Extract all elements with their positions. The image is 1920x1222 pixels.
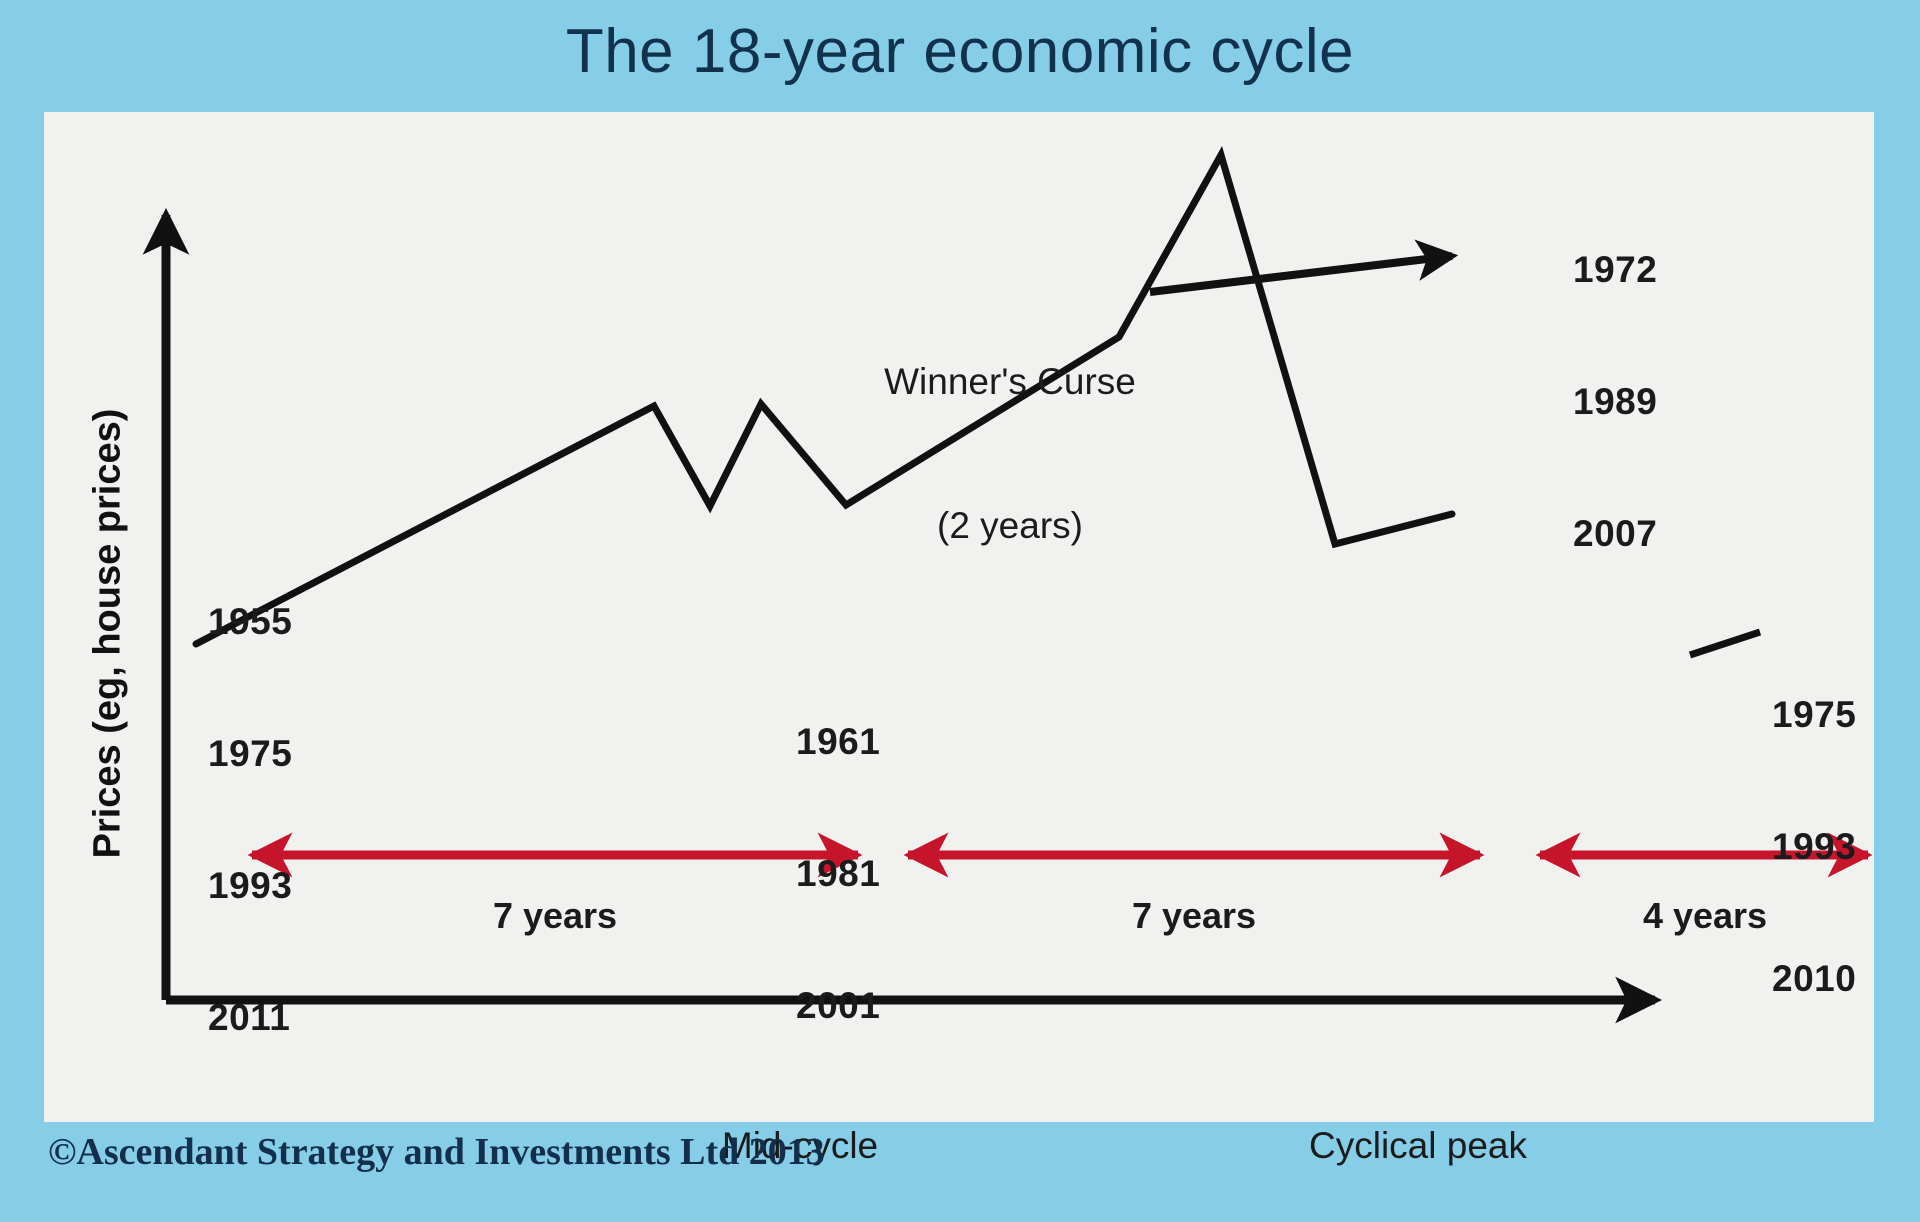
span-label-7-years-second: 7 years	[1131, 895, 1257, 936]
start-year-0: 1955	[208, 601, 293, 643]
winners-curse-line-1: Winner's Curse	[884, 361, 1136, 403]
trough-year-2: 2010	[1772, 958, 1857, 1000]
midcycle-years-label: 1961 1981 2001	[796, 632, 880, 1116]
start-years-label: 1955 1975 1993 2011	[208, 512, 292, 1128]
start-year-1: 1975	[208, 733, 293, 775]
start-year-2: 1993	[208, 865, 293, 907]
bottom-right-line-1: Cyclical peak	[1309, 1124, 1527, 1166]
trough-years-label: 1975 1993 2010	[1772, 605, 1856, 1089]
peak-year-1: 1989	[1573, 381, 1658, 423]
peak-year-2: 2007	[1573, 513, 1658, 555]
trough-year-1: 1993	[1772, 826, 1857, 868]
chart-title: The 18-year economic cycle	[565, 17, 1355, 86]
span-label-4-years: 4 years	[1642, 895, 1768, 936]
peak-year-0: 1972	[1573, 249, 1658, 291]
winners-curse-annotation: Winner's Curse (2 years)	[845, 262, 1175, 647]
start-year-3: 2011	[208, 997, 291, 1039]
midcycle-year-1: 1981	[796, 853, 881, 895]
bottom-label-cyclical-peak: Cyclical peak and crash	[1253, 1030, 1583, 1222]
span-label-7-years-first: 7 years	[492, 895, 618, 936]
bottom-mid-line-1: Mid-cycle	[721, 1124, 879, 1166]
copyright-notice: ©Ascendant Strategy and Investments Ltd …	[48, 1131, 825, 1173]
peak-years-label: 1972 1989 2007	[1573, 160, 1657, 644]
winners-curse-line-2: (2 years)	[937, 505, 1083, 547]
midcycle-year-0: 1961	[796, 721, 881, 763]
bottom-label-mid-cycle: Mid-cycle slowdown	[650, 1030, 950, 1222]
midcycle-year-2: 2001	[796, 985, 881, 1027]
y-axis-title: Prices (eg, house prices)	[86, 408, 129, 859]
trough-year-0: 1975	[1772, 694, 1857, 736]
